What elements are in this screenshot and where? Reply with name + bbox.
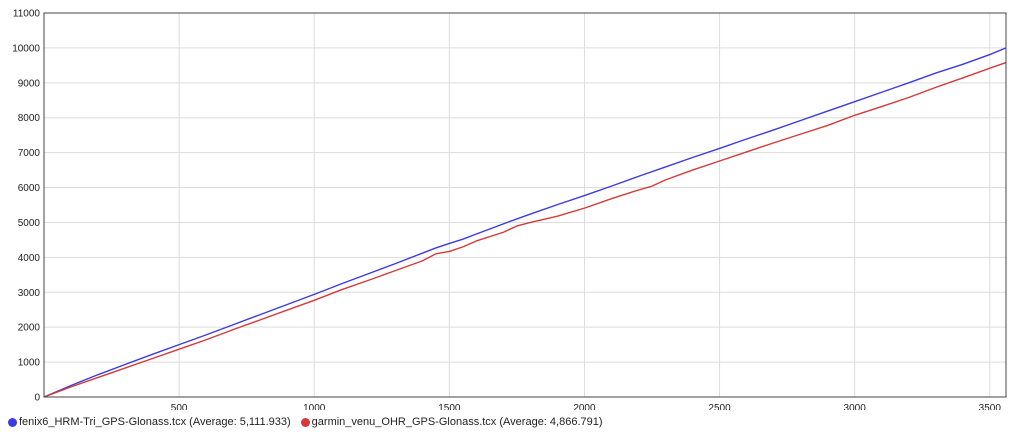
plot-frame bbox=[43, 12, 1007, 398]
legend-average-garmin-venu: (Average: 4,866.791) bbox=[499, 416, 603, 428]
legend-dot-fenix6 bbox=[8, 417, 17, 427]
y-tick-label: 8000 bbox=[18, 113, 41, 124]
series-line-garmin-venu bbox=[43, 61, 1007, 398]
y-tick-label: 3000 bbox=[18, 288, 41, 299]
x-tick-label: 3500 bbox=[979, 403, 1002, 410]
legend-name-fenix6: fenix6_HRM-Tri_GPS-Glonass.tcx bbox=[19, 416, 187, 428]
legend-dot-garmin-venu bbox=[300, 417, 310, 427]
y-tick-label: 5000 bbox=[18, 218, 41, 229]
x-tick-label: 500 bbox=[171, 403, 188, 410]
y-tick-label: 10000 bbox=[12, 43, 40, 54]
series-lines bbox=[43, 47, 1007, 398]
series-line-fenix6 bbox=[43, 47, 1007, 398]
x-tick-label: 2500 bbox=[708, 403, 731, 410]
y-tick-label: 2000 bbox=[18, 323, 41, 334]
y-tick-label: 1000 bbox=[18, 358, 41, 369]
x-tick-label: 1500 bbox=[438, 403, 461, 410]
x-tick-label: 1000 bbox=[303, 403, 326, 410]
legend-label-fenix6: fenix6_HRM-Tri_GPS-Glonass.tcx (Average:… bbox=[19, 416, 291, 428]
x-tick-label: 2000 bbox=[573, 403, 596, 410]
legend-label-garmin-venu: garmin_venu_OHR_GPS-Glonass.tcx (Average… bbox=[312, 416, 603, 428]
legend: fenix6_HRM-Tri_GPS-Glonass.tcx (Average:… bbox=[8, 416, 613, 428]
y-tick-label: 0 bbox=[34, 393, 40, 404]
grid-lines bbox=[44, 12, 1006, 398]
legend-item-fenix6[interactable]: fenix6_HRM-Tri_GPS-Glonass.tcx (Average:… bbox=[8, 416, 291, 428]
x-axis-ticks: 500 1000 1500 2000 2500 3000 3500 bbox=[171, 403, 1002, 410]
y-tick-label: 11000 bbox=[13, 9, 41, 20]
legend-average-fenix6: (Average: 5,111.933) bbox=[189, 416, 291, 428]
y-tick-label: 9000 bbox=[18, 78, 41, 89]
legend-name-garmin-venu: garmin_venu_OHR_GPS-Glonass.tcx bbox=[311, 416, 497, 428]
y-tick-label: 7000 bbox=[18, 148, 41, 159]
legend-item-garmin-venu[interactable]: garmin_venu_OHR_GPS-Glonass.tcx (Average… bbox=[300, 416, 603, 428]
distance-line-chart: 0 1000 2000 3000 4000 5000 6000 7000 8000 9000 100… bbox=[12, 9, 1007, 410]
x-tick-label: 3000 bbox=[844, 403, 867, 410]
y-axis-ticks: 0 1000 2000 3000 4000 5000 6000 7000 8000 9000 100… bbox=[12, 9, 40, 404]
y-tick-label: 6000 bbox=[18, 183, 41, 194]
y-tick-label: 4000 bbox=[18, 253, 41, 264]
